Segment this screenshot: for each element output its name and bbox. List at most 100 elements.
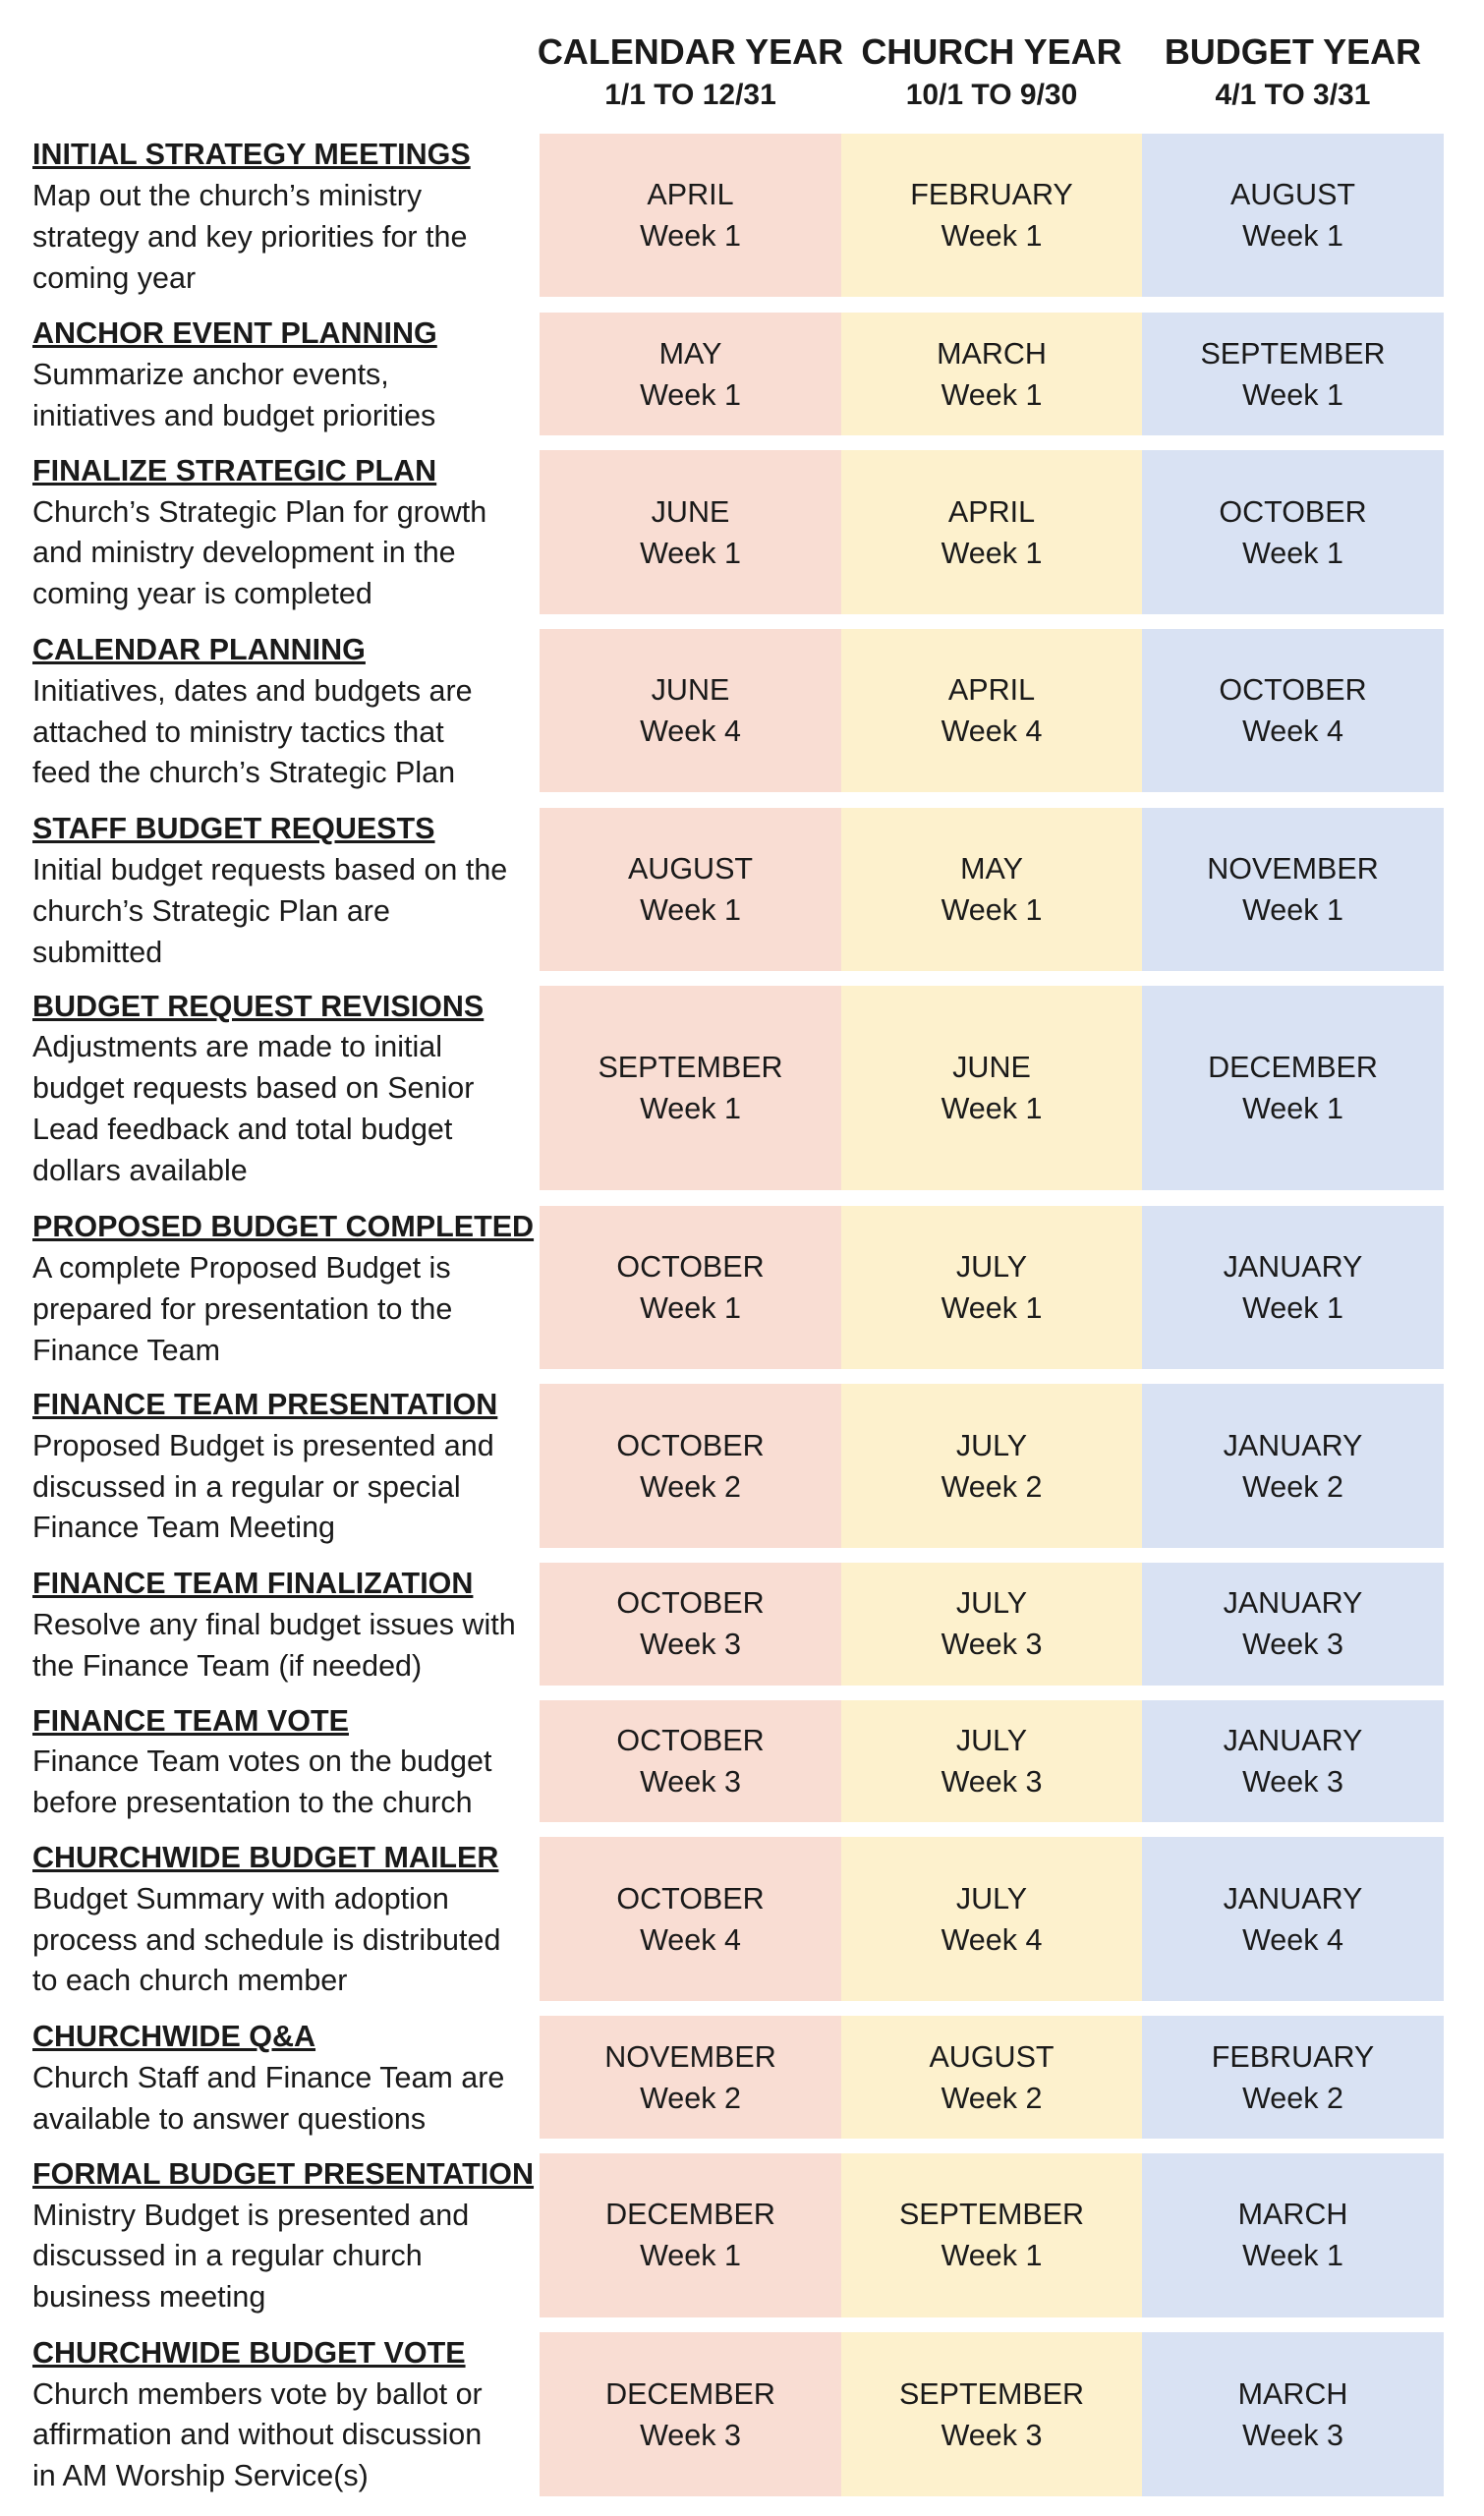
row-description: Budget Summary with adoption	[32, 1881, 449, 1916]
schedule-cell: MARCH Week 1	[841, 313, 1142, 436]
cell-week: Week 1	[941, 377, 1043, 412]
cell-week: Week 4	[941, 1922, 1043, 1957]
cell-week: Week 2	[1242, 2081, 1343, 2115]
cell-month: SEPTEMBER	[898, 2198, 1085, 2232]
cell-week: Week 1	[640, 536, 741, 570]
cell-month: MAY	[658, 336, 722, 371]
cell-week: Week 1	[941, 1291, 1043, 1326]
cell-month: JULY	[955, 1250, 1028, 1285]
schedule-cell: JANUARY Week 3	[1142, 1563, 1444, 1686]
cell-month: JANUARY	[1223, 1250, 1363, 1285]
row-text: CHURCHWIDE BUDGET VOTE Church members vot…	[32, 2333, 543, 2497]
row-description: to each church member	[32, 1964, 348, 1998]
column-title: CHURCH YEAR	[861, 30, 1122, 72]
cell-month: FEBRUARY	[910, 178, 1073, 212]
cell-month: FEBRUARY	[1211, 2039, 1375, 2074]
row-text: STAFF BUDGET REQUESTS Initial budget requ…	[32, 809, 543, 973]
cell-week: Week 1	[941, 893, 1043, 927]
schedule-cell: JULY Week 3	[841, 1563, 1142, 1686]
row-description: Church Staff and Finance Team are	[32, 2061, 505, 2095]
cell-month: APRIL	[647, 178, 734, 212]
cell-week: Week 2	[640, 2081, 741, 2115]
cell-week: Week 1	[640, 1091, 741, 1125]
schedule-cell: APRIL Week 1	[841, 449, 1142, 615]
cell-month: OCTOBER	[1219, 672, 1367, 707]
cell-month: APRIL	[947, 672, 1036, 707]
cell-month: NOVEMBER	[604, 2039, 776, 2074]
schedule-cell: JUNE Week 1	[841, 985, 1142, 1191]
cell-month: AUGUST	[1229, 178, 1356, 212]
cell-month: SEPTEMBER	[1200, 336, 1386, 371]
row-heading: CHURCHWIDE BUDGET MAILER	[32, 1841, 499, 1875]
schedule-cell: JUNE Week 4	[540, 628, 841, 792]
row-text: CHURCHWIDE Q&A Church Staff and Finance T…	[32, 2017, 543, 2140]
row-description: Proposed Budget is presented and	[32, 1428, 494, 1462]
schedule-cell: AUGUST Week 1	[1142, 134, 1444, 297]
row-description: Initial budget requests based on the	[32, 852, 508, 886]
schedule-cell: JULY Week 1	[841, 1206, 1142, 1370]
row-description: initiatives and budget priorities	[32, 398, 436, 432]
row-text: INITIAL STRATEGY MEETINGS Map out the chu…	[32, 135, 543, 299]
schedule-cell: JULY Week 4	[841, 1837, 1142, 2002]
row-heading: BUDGET REQUEST REVISIONS	[32, 989, 485, 1023]
schedule-cell: MARCH Week 3	[1142, 2331, 1444, 2497]
cell-week: Week 1	[1242, 219, 1343, 254]
row-description: Finance Team	[32, 1333, 221, 1367]
row-description: Lead feedback and total budget	[32, 1113, 453, 1147]
cell-month: DECEMBER	[605, 2376, 775, 2411]
cell-month: AUGUST	[627, 852, 754, 886]
row-description: Map out the church’s ministry	[32, 178, 423, 212]
row-heading: STAFF BUDGET REQUESTS	[32, 812, 435, 846]
schedule-cell: SEPTEMBER Week 1	[1142, 313, 1444, 436]
schedule-cell: MAY Week 1	[841, 808, 1142, 971]
cell-month: JULY	[955, 1428, 1028, 1462]
row-text: CALENDAR PLANNING Initiatives, dates and …	[32, 630, 543, 794]
cell-week: Week 1	[640, 893, 741, 927]
cell-week: Week 2	[1242, 1469, 1343, 1504]
cell-month: DECEMBER	[1208, 1050, 1378, 1084]
row-heading: FINANCE TEAM VOTE	[32, 1703, 349, 1738]
row-heading: PROPOSED BUDGET COMPLETED	[32, 1210, 535, 1244]
schedule-cell: JUNE Week 1	[540, 449, 841, 615]
row-description: Church’s Strategic Plan for growth	[32, 494, 487, 529]
schedule-cell: SEPTEMBER Week 3	[841, 2331, 1142, 2497]
row-description: feed the church’s Strategic Plan	[32, 756, 456, 790]
row-description: Finance Team votes on the budget	[32, 1744, 492, 1779]
schedule-cell: JANUARY Week 3	[1142, 1699, 1444, 1823]
row-description: budget requests based on Senior	[32, 1071, 475, 1106]
schedule-cell: JANUARY Week 1	[1142, 1206, 1444, 1370]
schedule-cell: NOVEMBER Week 2	[540, 2016, 841, 2139]
schedule-cell: JULY Week 2	[841, 1383, 1142, 1549]
cell-week: Week 1	[941, 1091, 1043, 1125]
row-description: Summarize anchor events,	[32, 358, 389, 392]
row-description: submitted	[32, 935, 163, 969]
row-text: PROPOSED BUDGET COMPLETED A complete Prop…	[32, 1207, 543, 1371]
row-description: prepared for presentation to the	[32, 1292, 453, 1327]
column-range: 4/1 TO 3/31	[1215, 78, 1371, 111]
cell-week: Week 1	[1242, 536, 1343, 570]
cell-week: Week 1	[1242, 1291, 1343, 1326]
row-description: Resolve any final budget issues with	[32, 1607, 516, 1641]
cell-month: JANUARY	[1223, 1586, 1363, 1621]
cell-week: Week 3	[941, 1628, 1043, 1662]
cell-week: Week 1	[941, 2239, 1043, 2273]
cell-month: JULY	[955, 1586, 1028, 1621]
cell-month: JUNE	[651, 672, 730, 707]
row-description: Adjustments are made to initial	[32, 1030, 443, 1064]
cell-week: Week 4	[1242, 714, 1343, 748]
cell-week: Week 3	[1242, 2418, 1343, 2452]
schedule-cell: FEBRUARY Week 1	[841, 134, 1142, 297]
cell-month: SEPTEMBER	[598, 1050, 783, 1084]
cell-week: Week 1	[1242, 1091, 1343, 1125]
row-heading: FORMAL BUDGET PRESENTATION	[32, 2156, 535, 2191]
schedule-cell: FEBRUARY Week 2	[1142, 2016, 1444, 2139]
row-heading: CALENDAR PLANNING	[32, 632, 366, 666]
cell-week: Week 1	[640, 1291, 741, 1326]
row-heading: CHURCHWIDE BUDGET VOTE	[32, 2335, 466, 2370]
cell-month: SEPTEMBER	[898, 2376, 1085, 2411]
row-description: strategy and key priorities for the	[32, 219, 468, 254]
schedule-cell: OCTOBER Week 3	[540, 1563, 841, 1686]
cell-week: Week 2	[941, 1469, 1043, 1504]
row-description: affirmation and without discussion	[32, 2418, 483, 2452]
schedule-cell: JULY Week 3	[841, 1699, 1142, 1823]
